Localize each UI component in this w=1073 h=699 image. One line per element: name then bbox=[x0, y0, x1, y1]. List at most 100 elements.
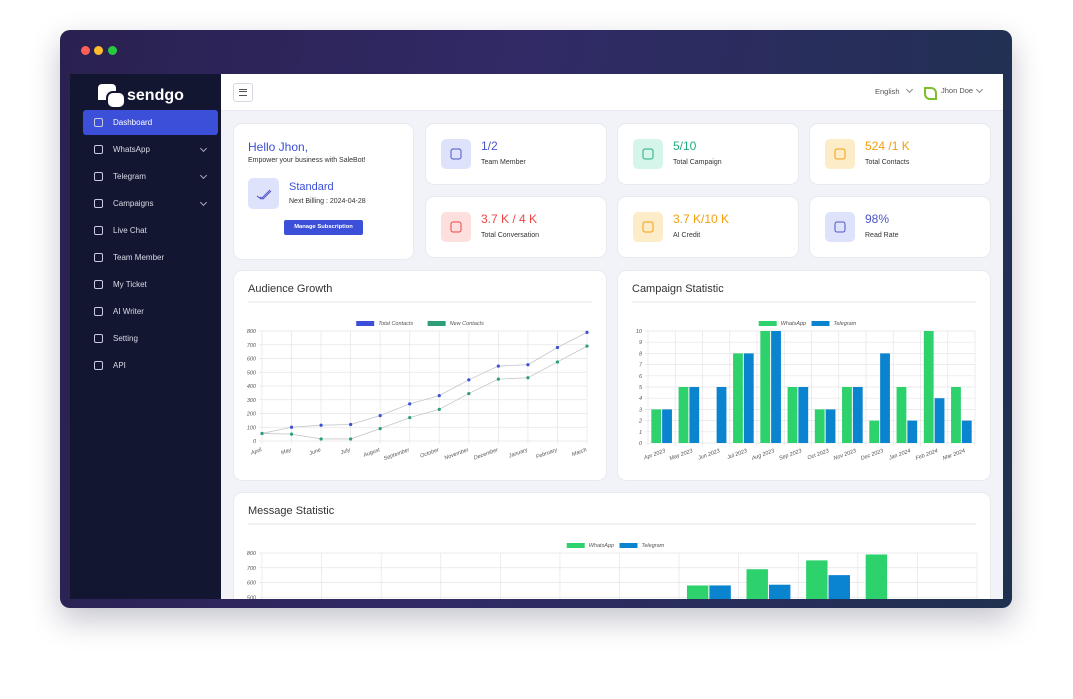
menu-label[interactable]: Live Chat bbox=[113, 226, 147, 235]
y-tick-label: 9 bbox=[639, 340, 642, 346]
menu-item[interactable]: Telegram bbox=[83, 164, 218, 189]
bar bbox=[716, 387, 727, 443]
language-select[interactable]: English bbox=[875, 87, 900, 96]
x-tick-label: October bbox=[420, 447, 442, 460]
stat-value: 3.7 K/10 K bbox=[673, 212, 730, 226]
point bbox=[289, 432, 294, 436]
menu-item[interactable]: WhatsApp bbox=[83, 137, 218, 162]
menu-item[interactable]: AI Writer bbox=[83, 299, 218, 324]
x-tick-label: June bbox=[308, 447, 322, 457]
stat-value: 524 /1 K bbox=[865, 139, 910, 153]
header: English Jhon Doe bbox=[221, 74, 1003, 111]
logo-text[interactable]: sendgo bbox=[127, 87, 184, 104]
welcome-card: Hello Jhon, Empower your business with S… bbox=[234, 124, 413, 259]
x-tick-label: Nov 2023 bbox=[833, 448, 858, 462]
x-tick-label: Oct 2023 bbox=[807, 448, 831, 462]
chart-card: Message Statistic01002003004005006007008… bbox=[234, 493, 990, 599]
y-tick-label: 700 bbox=[247, 343, 257, 349]
x-tick-label: September bbox=[383, 447, 411, 462]
menu-label[interactable]: API bbox=[113, 361, 126, 370]
y-tick-label: 500 bbox=[247, 370, 257, 376]
chart: Audience Growth 0 100 200 300 400 500 600 700 800… bbox=[246, 283, 592, 462]
series-line bbox=[261, 332, 588, 434]
menu-item[interactable]: Dashboard bbox=[83, 110, 218, 135]
menu-label[interactable]: WhatsApp bbox=[113, 145, 150, 154]
point bbox=[467, 391, 471, 396]
user-name[interactable]: Jhon Doe bbox=[941, 86, 974, 95]
y-tick-label: 500 bbox=[247, 595, 257, 599]
chart-card: Audience Growth 0 100 200 300 400 500 600 700 800… bbox=[234, 271, 606, 480]
bar bbox=[828, 575, 850, 599]
stat-value: 1/2 bbox=[481, 139, 498, 153]
bar bbox=[743, 353, 754, 443]
manage-subscription-button[interactable]: Manage Subscription bbox=[284, 220, 363, 235]
menu-label[interactable]: My Ticket bbox=[113, 280, 147, 289]
legend-swatch bbox=[811, 321, 830, 326]
y-tick-label: 2 bbox=[638, 419, 642, 425]
menu-item[interactable]: My Ticket bbox=[83, 272, 218, 297]
minimize-dot[interactable] bbox=[94, 46, 103, 55]
stat-value: 98% bbox=[865, 212, 890, 226]
user-avatar[interactable] bbox=[924, 87, 937, 100]
legend-swatch bbox=[566, 543, 585, 548]
x-tick-label: March bbox=[571, 447, 587, 458]
menu-label[interactable]: Setting bbox=[113, 334, 138, 343]
menu-item[interactable]: Team Member bbox=[83, 245, 218, 270]
menu-item[interactable]: API bbox=[83, 353, 218, 378]
greeting: Hello Jhon, bbox=[248, 140, 309, 154]
y-tick-label: 100 bbox=[247, 425, 257, 431]
y-tick-label: 0 bbox=[639, 441, 643, 447]
y-tick-label: 800 bbox=[247, 551, 257, 557]
bar bbox=[689, 387, 700, 443]
point bbox=[349, 437, 353, 441]
stat-label: Total Campaign bbox=[673, 159, 722, 166]
menu-toggle[interactable] bbox=[233, 83, 253, 102]
x-tick-label: Feb 2024 bbox=[915, 448, 939, 462]
stat-value: 3.7 K / 4 K bbox=[481, 212, 538, 226]
maximize-dot[interactable] bbox=[108, 46, 117, 55]
legend-label: WhatsApp bbox=[781, 321, 806, 327]
bar bbox=[760, 331, 771, 443]
y-tick-label: 7 bbox=[639, 363, 643, 369]
bar bbox=[771, 331, 781, 443]
menu-item[interactable]: Live Chat bbox=[83, 218, 218, 243]
menu-item[interactable]: Campaigns bbox=[83, 191, 218, 216]
legend-swatch bbox=[427, 321, 446, 326]
x-tick-label: August bbox=[362, 447, 382, 459]
legend-label: New Contacts bbox=[450, 321, 484, 327]
y-tick-label: 700 bbox=[247, 566, 257, 572]
billing-date: Next Billing : 2024-04-28 bbox=[289, 198, 366, 205]
point bbox=[437, 394, 441, 398]
bar bbox=[814, 409, 825, 443]
bar bbox=[686, 585, 709, 599]
stat-icon bbox=[441, 212, 471, 242]
bar bbox=[709, 585, 731, 599]
menu-label[interactable]: AI Writer bbox=[113, 307, 144, 316]
stat-card: 5/10 Total Campaign bbox=[618, 124, 798, 184]
point bbox=[349, 422, 353, 427]
close-dot[interactable] bbox=[81, 46, 90, 55]
menu-label[interactable]: Dashboard bbox=[113, 118, 153, 127]
menu-item[interactable]: Setting bbox=[83, 326, 218, 351]
menu-label[interactable]: Telegram bbox=[113, 172, 146, 181]
x-tick-label: January bbox=[507, 447, 530, 460]
stat-icon bbox=[633, 212, 663, 242]
y-tick-label: 1 bbox=[639, 430, 642, 436]
x-tick-label: Jul 2023 bbox=[726, 448, 749, 461]
subtitle: Empower your business with SaleBot! bbox=[248, 157, 366, 164]
y-tick-label: 10 bbox=[636, 329, 643, 335]
menu-label[interactable]: Campaigns bbox=[113, 199, 154, 208]
point bbox=[496, 377, 500, 381]
y-tick-label: 600 bbox=[247, 357, 257, 363]
x-tick-label: Sep 2023 bbox=[778, 448, 803, 462]
stat-label: Total Contacts bbox=[865, 159, 910, 166]
point bbox=[260, 431, 264, 436]
y-tick-label: 8 bbox=[639, 351, 643, 357]
bar bbox=[768, 584, 791, 599]
bar bbox=[798, 387, 809, 443]
bar bbox=[923, 331, 934, 443]
point bbox=[555, 345, 560, 350]
chart: Campaign Statistic 0 1 2 3 4 5 6 7 8 9 10 WhatsApp Te… bbox=[632, 283, 976, 462]
bar bbox=[907, 420, 918, 443]
menu-label[interactable]: Team Member bbox=[113, 253, 165, 262]
